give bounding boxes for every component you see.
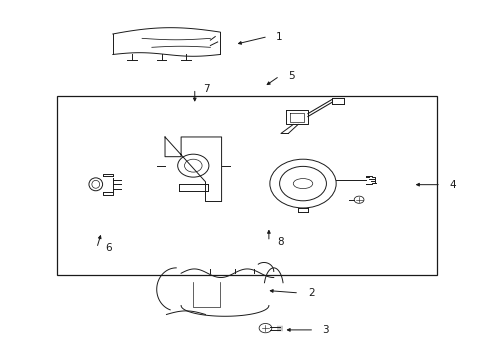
Text: 5: 5 — [288, 71, 294, 81]
Text: 4: 4 — [448, 180, 455, 190]
Bar — [57, 96, 436, 275]
Text: 3: 3 — [322, 325, 328, 335]
Text: 7: 7 — [203, 84, 209, 94]
Text: 6: 6 — [105, 243, 112, 253]
Text: 8: 8 — [277, 237, 283, 247]
Text: 1: 1 — [276, 32, 282, 41]
Text: 2: 2 — [307, 288, 314, 298]
